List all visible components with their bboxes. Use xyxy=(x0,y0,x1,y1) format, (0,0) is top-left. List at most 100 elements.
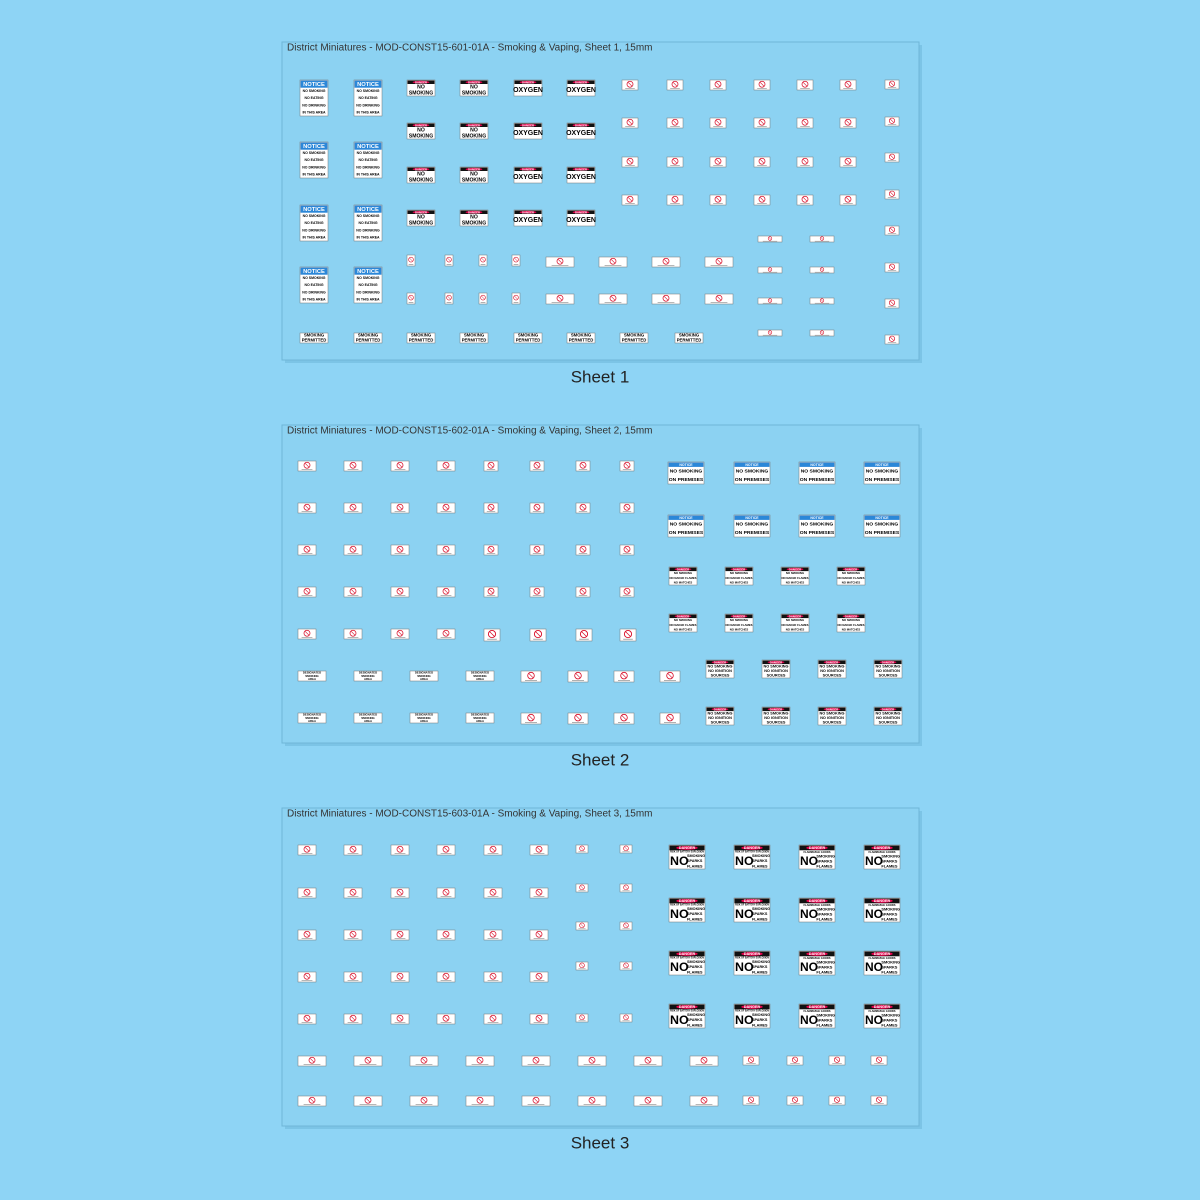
decal-big-text: NO xyxy=(735,1013,754,1027)
decal-line: OXYGEN xyxy=(513,174,543,181)
decal-big-text: NO xyxy=(670,907,689,921)
decal xyxy=(297,628,317,640)
decal-header xyxy=(354,267,382,275)
decal-body xyxy=(633,1095,663,1107)
symbol-slash xyxy=(350,931,356,937)
symbol-text xyxy=(625,165,635,166)
decal-subtext: RISK OF BATTERY EXPLOSION xyxy=(670,850,704,853)
decal xyxy=(483,971,503,983)
decal xyxy=(343,887,363,899)
symbol-slash xyxy=(309,1097,315,1103)
no-smoking-symbol xyxy=(579,845,585,852)
symbol-text xyxy=(800,126,810,127)
decal-line: OXYGEN xyxy=(513,217,543,224)
symbol-slash xyxy=(490,1015,496,1021)
decal xyxy=(619,586,635,598)
no-smoking-symbol xyxy=(715,294,723,302)
decal-body xyxy=(619,883,633,893)
decal-body xyxy=(297,502,317,514)
no-smoking-symbol xyxy=(533,503,541,511)
decal-body xyxy=(409,1095,439,1107)
decal xyxy=(619,961,633,971)
decal-body xyxy=(521,1055,551,1067)
decal-header-text: DANGER xyxy=(809,1005,826,1009)
no-smoking-symbol xyxy=(620,671,628,680)
symbol-text xyxy=(440,1022,452,1023)
symbol-slash xyxy=(350,546,356,552)
symbol-slash xyxy=(443,504,449,510)
symbol-text xyxy=(487,853,499,854)
decal-header-text: DANGER xyxy=(714,707,727,711)
no-smoking-symbol xyxy=(758,195,766,203)
decal-line: SMOKING xyxy=(881,854,900,859)
decal-body xyxy=(873,659,903,679)
decal-line: NO SMOKING xyxy=(820,711,845,715)
decal-line: AREA xyxy=(308,677,316,681)
decal-body xyxy=(406,332,436,344)
symbol-text xyxy=(347,938,359,939)
decal xyxy=(390,544,410,556)
decal-header-text: NOTICE xyxy=(679,516,693,520)
symbol-slash xyxy=(536,973,542,979)
symbol-slash xyxy=(397,546,403,552)
decal-body xyxy=(798,514,836,538)
decal-line: SMOKING xyxy=(462,220,486,226)
symbol-slash xyxy=(488,588,494,594)
symbol-text xyxy=(415,1064,433,1065)
decal-big-text: NO xyxy=(670,960,689,974)
no-smoking-symbol xyxy=(671,118,679,126)
symbol-slash xyxy=(667,673,673,679)
decal-line: SMOKING xyxy=(304,333,325,338)
decal-line: SPARKS xyxy=(752,1018,768,1022)
symbol-slash xyxy=(672,81,678,87)
decal-body xyxy=(511,292,521,305)
decal-header-text: NOTICE xyxy=(679,463,693,467)
decal-body xyxy=(297,1013,317,1025)
decal-line: NO DRINKING xyxy=(356,228,380,232)
no-smoking-symbol xyxy=(533,629,543,639)
decal-big-text: NO xyxy=(800,960,818,974)
decal-body xyxy=(709,194,727,206)
symbol-text xyxy=(670,126,680,127)
decal-body xyxy=(529,971,549,983)
decal-body xyxy=(575,961,589,971)
no-smoking-symbol xyxy=(442,503,450,511)
decal-body xyxy=(757,235,783,243)
decal xyxy=(567,670,589,683)
decal-line: NO SMOKING xyxy=(730,618,748,622)
no-smoking-symbol xyxy=(532,1056,540,1064)
no-smoking-symbol xyxy=(579,884,585,891)
decal-header xyxy=(864,462,900,467)
decal-line: NO SMOKING xyxy=(801,521,834,527)
symbol-slash xyxy=(536,846,542,852)
decal xyxy=(483,844,503,856)
symbol-text xyxy=(604,302,622,303)
decal-body xyxy=(666,194,684,206)
decal-header xyxy=(300,205,328,213)
decal-body xyxy=(297,586,317,598)
no-smoking-symbol xyxy=(579,1014,585,1021)
no-smoking-symbol xyxy=(396,629,404,637)
header-oval xyxy=(519,123,537,127)
decal-line: NO SMOKING xyxy=(736,468,769,474)
decal-header-text: DANGER xyxy=(826,707,839,711)
symbol-text xyxy=(843,203,853,204)
decal-body xyxy=(651,293,681,305)
no-smoking-symbol xyxy=(442,972,450,980)
decal xyxy=(409,1055,439,1067)
decal-line: IN THIS AREA xyxy=(302,235,326,239)
decal xyxy=(529,628,547,642)
symbol-text xyxy=(486,553,496,554)
decal-body xyxy=(786,1095,804,1106)
decal xyxy=(520,712,542,725)
decal-body xyxy=(839,194,857,206)
no-smoking-symbol xyxy=(609,257,617,265)
symbol-slash xyxy=(443,889,449,895)
symbol-text xyxy=(527,1064,545,1065)
decal-header-text: DANGER xyxy=(522,167,534,171)
